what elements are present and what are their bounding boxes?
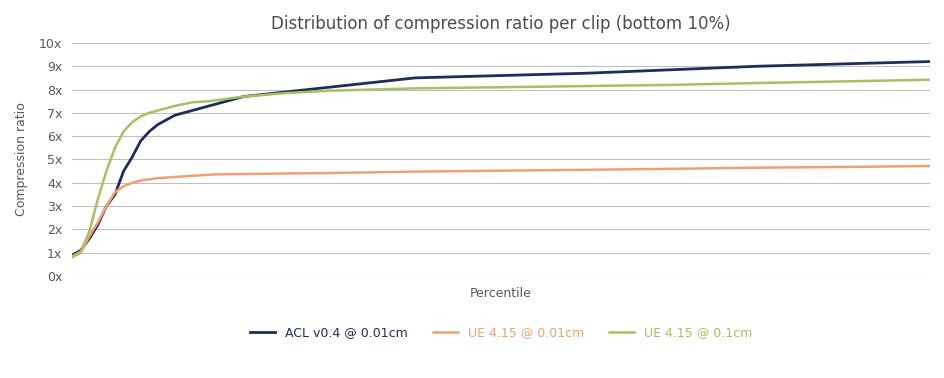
- ACL v0.4 @ 0.01cm: [135, 139, 146, 143]
- UE 4.15 @ 0.01cm: [135, 178, 146, 183]
- ACL v0.4 @ 0.01cm: [75, 248, 86, 253]
- UE 4.15 @ 0.01cm: [280, 171, 292, 176]
- UE 4.15 @ 0.01cm: [204, 172, 215, 177]
- Legend: ACL v0.4 @ 0.01cm, UE 4.15 @ 0.01cm, UE 4.15 @ 0.1cm: ACL v0.4 @ 0.01cm, UE 4.15 @ 0.01cm, UE …: [244, 322, 756, 344]
- UE 4.15 @ 0.1cm: [409, 86, 420, 91]
- ACL v0.4 @ 0.01cm: [143, 129, 155, 134]
- UE 4.15 @ 0.1cm: [366, 87, 378, 92]
- ACL v0.4 @ 0.01cm: [93, 223, 104, 227]
- UE 4.15 @ 0.1cm: [666, 83, 678, 87]
- UE 4.15 @ 0.1cm: [83, 229, 94, 234]
- X-axis label: Percentile: Percentile: [469, 287, 531, 300]
- ACL v0.4 @ 0.01cm: [324, 85, 335, 90]
- UE 4.15 @ 0.1cm: [110, 146, 121, 150]
- ACL v0.4 @ 0.01cm: [366, 80, 378, 85]
- ACL v0.4 @ 0.01cm: [118, 169, 129, 174]
- UE 4.15 @ 0.1cm: [126, 120, 138, 124]
- ACL v0.4 @ 0.01cm: [409, 76, 420, 80]
- UE 4.15 @ 0.1cm: [221, 97, 232, 101]
- UE 4.15 @ 0.01cm: [75, 251, 86, 255]
- UE 4.15 @ 0.1cm: [101, 169, 112, 174]
- UE 4.15 @ 0.1cm: [93, 197, 104, 201]
- UE 4.15 @ 0.1cm: [118, 129, 129, 134]
- ACL v0.4 @ 0.01cm: [923, 59, 935, 64]
- UE 4.15 @ 0.1cm: [204, 99, 215, 104]
- ACL v0.4 @ 0.01cm: [152, 122, 163, 127]
- UE 4.15 @ 0.01cm: [83, 234, 94, 239]
- Line: UE 4.15 @ 0.01cm: UE 4.15 @ 0.01cm: [72, 166, 929, 257]
- UE 4.15 @ 0.01cm: [923, 164, 935, 168]
- ACL v0.4 @ 0.01cm: [204, 104, 215, 108]
- UE 4.15 @ 0.1cm: [837, 79, 849, 84]
- UE 4.15 @ 0.01cm: [93, 220, 104, 225]
- UE 4.15 @ 0.01cm: [101, 204, 112, 208]
- UE 4.15 @ 0.01cm: [118, 184, 129, 189]
- ACL v0.4 @ 0.01cm: [666, 67, 678, 72]
- UE 4.15 @ 0.01cm: [66, 255, 77, 260]
- UE 4.15 @ 0.01cm: [581, 167, 592, 172]
- UE 4.15 @ 0.01cm: [495, 169, 506, 173]
- UE 4.15 @ 0.01cm: [186, 174, 197, 178]
- UE 4.15 @ 0.1cm: [238, 94, 249, 99]
- ACL v0.4 @ 0.01cm: [66, 253, 77, 257]
- ACL v0.4 @ 0.01cm: [101, 204, 112, 208]
- ACL v0.4 @ 0.01cm: [581, 71, 592, 76]
- UE 4.15 @ 0.1cm: [186, 100, 197, 105]
- UE 4.15 @ 0.1cm: [324, 88, 335, 93]
- ACL v0.4 @ 0.01cm: [126, 155, 138, 160]
- UE 4.15 @ 0.01cm: [110, 190, 121, 194]
- UE 4.15 @ 0.01cm: [143, 177, 155, 181]
- UE 4.15 @ 0.1cm: [66, 254, 77, 259]
- ACL v0.4 @ 0.01cm: [110, 192, 121, 197]
- UE 4.15 @ 0.01cm: [221, 172, 232, 177]
- UE 4.15 @ 0.01cm: [409, 169, 420, 174]
- UE 4.15 @ 0.01cm: [752, 166, 764, 170]
- UE 4.15 @ 0.1cm: [152, 108, 163, 113]
- ACL v0.4 @ 0.01cm: [186, 108, 197, 113]
- UE 4.15 @ 0.1cm: [752, 81, 764, 85]
- UE 4.15 @ 0.01cm: [238, 172, 249, 176]
- Line: ACL v0.4 @ 0.01cm: ACL v0.4 @ 0.01cm: [72, 62, 929, 255]
- UE 4.15 @ 0.01cm: [666, 167, 678, 171]
- Title: Distribution of compression ratio per clip (bottom 10%): Distribution of compression ratio per cl…: [271, 15, 730, 33]
- UE 4.15 @ 0.1cm: [581, 84, 592, 88]
- UE 4.15 @ 0.01cm: [837, 165, 849, 169]
- UE 4.15 @ 0.1cm: [495, 85, 506, 90]
- UE 4.15 @ 0.01cm: [366, 170, 378, 175]
- UE 4.15 @ 0.01cm: [169, 175, 180, 179]
- UE 4.15 @ 0.1cm: [143, 111, 155, 115]
- ACL v0.4 @ 0.01cm: [837, 62, 849, 66]
- ACL v0.4 @ 0.01cm: [221, 99, 232, 104]
- ACL v0.4 @ 0.01cm: [280, 90, 292, 94]
- Y-axis label: Compression ratio: Compression ratio: [15, 102, 28, 217]
- ACL v0.4 @ 0.01cm: [83, 237, 94, 241]
- UE 4.15 @ 0.01cm: [126, 181, 138, 185]
- ACL v0.4 @ 0.01cm: [495, 73, 506, 78]
- UE 4.15 @ 0.01cm: [152, 176, 163, 180]
- Line: UE 4.15 @ 0.1cm: UE 4.15 @ 0.1cm: [72, 80, 929, 256]
- UE 4.15 @ 0.1cm: [280, 91, 292, 95]
- ACL v0.4 @ 0.01cm: [752, 64, 764, 68]
- ACL v0.4 @ 0.01cm: [238, 94, 249, 99]
- UE 4.15 @ 0.01cm: [324, 171, 335, 175]
- UE 4.15 @ 0.1cm: [75, 249, 86, 254]
- UE 4.15 @ 0.1cm: [923, 77, 935, 82]
- UE 4.15 @ 0.1cm: [135, 114, 146, 119]
- UE 4.15 @ 0.1cm: [169, 104, 180, 108]
- ACL v0.4 @ 0.01cm: [169, 113, 180, 118]
